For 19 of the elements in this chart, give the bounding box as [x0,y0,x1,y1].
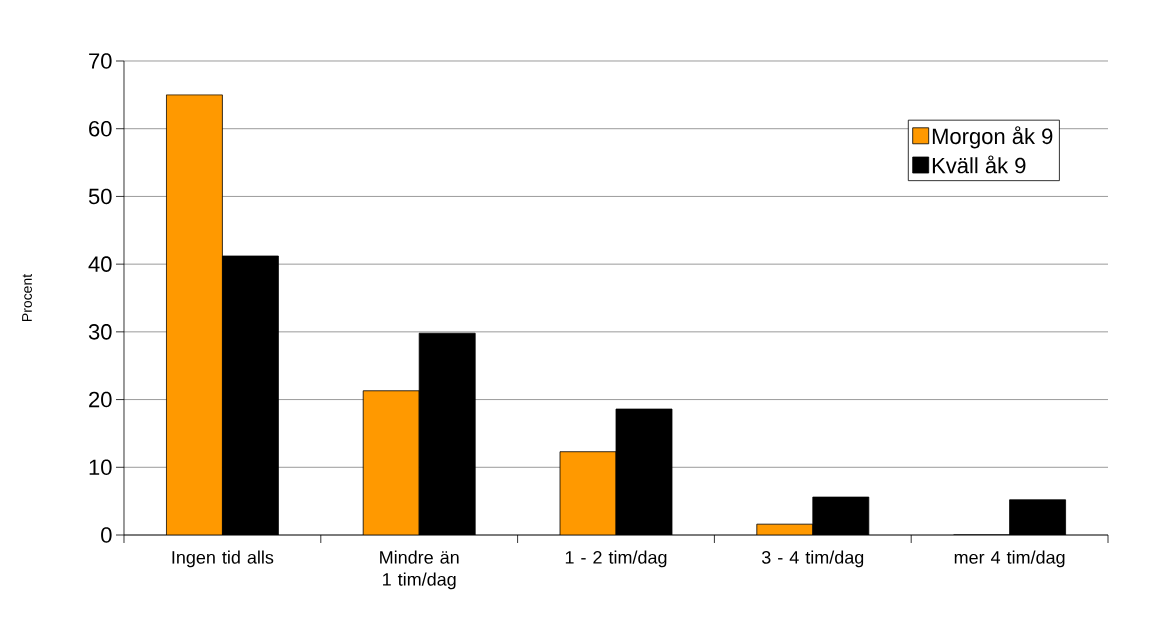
x-tick-label: 3 - 4 tim/dag [761,550,864,568]
legend-label: Kväll åk 9 [932,155,1026,174]
bar [166,94,223,535]
x-tick-label: Ingen tid alls [172,550,274,568]
bar [560,451,616,535]
y-axis-title: Procent [22,273,32,321]
legend-label: Morgon åk 9 [932,126,1053,149]
y-tick-label: 40 [88,256,112,272]
y-tick-label: 50 [88,188,112,205]
y-tick-label: 60 [89,120,112,137]
bar [363,390,420,535]
y-tick-label: 10 [89,459,112,476]
y-tick-label: 70 [89,53,112,69]
x-tick-label: Mindre än 1 tim/dag [380,550,459,590]
y-tick-label: 30 [88,324,112,340]
x-tick-label: 1 - 2 tim/dag [565,550,667,568]
y-tick-label: 0 [101,527,112,543]
y-tick-label: 20 [89,391,112,408]
x-tick-label: mer 4 tim/dag [954,550,1065,568]
